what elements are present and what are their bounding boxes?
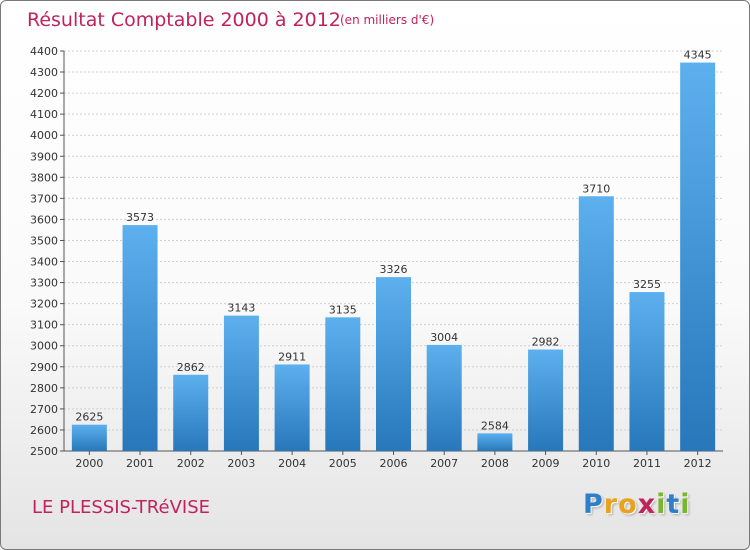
bar-2002 bbox=[173, 374, 209, 451]
bar-2003 bbox=[223, 315, 259, 451]
x-tick-label: 2003 bbox=[227, 457, 255, 470]
x-tick-label: 2000 bbox=[75, 457, 103, 470]
y-tick-label: 3800 bbox=[30, 171, 58, 184]
bar-value-label: 4345 bbox=[684, 49, 712, 62]
y-tick-label: 2900 bbox=[30, 361, 58, 374]
bar-value-label: 2625 bbox=[75, 411, 103, 424]
proxiti-logo: Proxiti bbox=[583, 489, 691, 520]
y-tick-label: 4300 bbox=[30, 66, 58, 79]
bar-value-label: 2911 bbox=[278, 350, 306, 363]
bar-value-label: 2584 bbox=[481, 419, 509, 432]
location-label: LE PLESSIS-TRéVISE bbox=[32, 497, 210, 518]
y-tick-label: 4100 bbox=[30, 108, 58, 121]
x-tick-label: 2007 bbox=[430, 457, 458, 470]
y-tick-label: 2700 bbox=[30, 403, 58, 416]
bar-2006 bbox=[376, 277, 411, 451]
bar-2010 bbox=[578, 196, 614, 451]
bar-2005 bbox=[325, 317, 361, 451]
y-tick-label: 3100 bbox=[30, 319, 58, 332]
y-tick-label: 3700 bbox=[30, 192, 58, 205]
x-tick-label: 2004 bbox=[278, 457, 306, 470]
x-tick-label: 2005 bbox=[329, 457, 357, 470]
y-tick-label: 3400 bbox=[30, 256, 58, 269]
bar-value-label: 3573 bbox=[126, 211, 154, 224]
bar-value-label: 3135 bbox=[329, 303, 357, 316]
logo-letter: o bbox=[618, 489, 638, 520]
y-tick-label: 2800 bbox=[30, 382, 58, 395]
y-tick-label: 3500 bbox=[30, 234, 58, 247]
bar-value-label: 3255 bbox=[633, 278, 661, 291]
y-tick-label: 4400 bbox=[30, 45, 58, 58]
y-tick-label: 3900 bbox=[30, 150, 58, 163]
x-tick-label: 2006 bbox=[380, 457, 408, 470]
y-tick-label: 3600 bbox=[30, 213, 58, 226]
y-tick-label: 3000 bbox=[30, 340, 58, 353]
bar-value-label: 2862 bbox=[177, 361, 205, 374]
chart-subtitle: (en milliers d'€) bbox=[340, 13, 435, 27]
bar-2000 bbox=[71, 424, 107, 451]
bar-value-label: 3143 bbox=[227, 302, 255, 315]
x-tick-label: 2002 bbox=[177, 457, 205, 470]
bar-value-label: 3710 bbox=[582, 182, 610, 195]
bar-2012 bbox=[680, 62, 716, 451]
bar-2011 bbox=[629, 292, 665, 451]
x-tick-label: 2008 bbox=[481, 457, 509, 470]
x-tick-label: 2011 bbox=[633, 457, 661, 470]
y-tick-label: 3200 bbox=[30, 298, 58, 311]
bar-value-label: 3326 bbox=[380, 263, 408, 276]
logo-letter: i bbox=[656, 489, 667, 520]
logo-letter: P bbox=[583, 489, 604, 520]
y-tick-label: 4200 bbox=[30, 87, 58, 100]
bar-2001 bbox=[122, 225, 158, 451]
x-tick-label: 2010 bbox=[582, 457, 610, 470]
chart-title: Résultat Comptable 2000 à 2012 bbox=[27, 9, 341, 31]
bar-2008 bbox=[477, 433, 513, 451]
y-tick-label: 2600 bbox=[30, 424, 58, 437]
bar-2009 bbox=[528, 349, 564, 451]
bar-value-label: 3004 bbox=[430, 331, 458, 344]
logo-letter: x bbox=[637, 489, 657, 520]
bar-2004 bbox=[274, 364, 310, 451]
x-tick-label: 2012 bbox=[684, 457, 712, 470]
x-tick-label: 2009 bbox=[532, 457, 560, 470]
logo-letter: t bbox=[666, 489, 681, 520]
bar-2007 bbox=[426, 344, 462, 451]
logo-letter: r bbox=[603, 489, 619, 520]
logo-letter: i bbox=[680, 489, 691, 520]
x-tick-label: 2001 bbox=[126, 457, 154, 470]
y-tick-label: 3300 bbox=[30, 277, 58, 290]
bar-value-label: 2982 bbox=[532, 336, 560, 349]
y-tick-label: 4000 bbox=[30, 129, 58, 142]
y-tick-label: 2500 bbox=[30, 445, 58, 458]
